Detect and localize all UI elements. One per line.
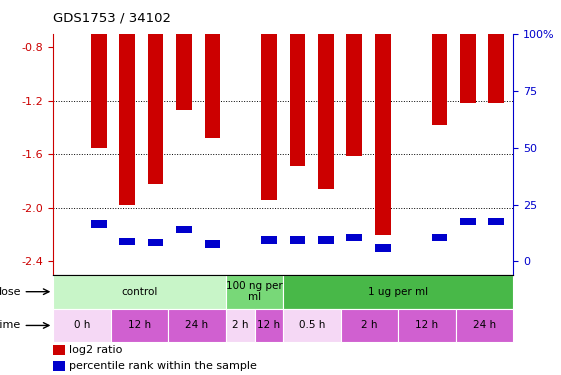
Bar (168, 309, 226, 342)
Text: 2 h: 2 h (361, 321, 378, 330)
Bar (489, 217, 504, 225)
Text: log2 ratio: log2 ratio (70, 345, 123, 355)
Bar (489, 34, 504, 104)
Bar (176, 34, 192, 110)
Bar (341, 309, 398, 342)
Bar (318, 236, 334, 244)
Bar (347, 34, 362, 156)
Bar (261, 34, 277, 200)
Bar (289, 236, 305, 244)
Bar (119, 238, 135, 245)
Bar (53, 309, 111, 342)
Bar (53, 345, 65, 355)
Text: dose: dose (0, 287, 21, 297)
Text: time: time (0, 321, 21, 330)
Text: 2 h: 2 h (232, 321, 249, 330)
Bar (283, 275, 513, 309)
Bar (460, 34, 476, 104)
Text: percentile rank within the sample: percentile rank within the sample (70, 362, 257, 371)
Text: 12 h: 12 h (128, 321, 151, 330)
Bar (255, 309, 283, 342)
Bar (283, 309, 341, 342)
Text: 12 h: 12 h (257, 321, 280, 330)
Bar (148, 34, 163, 184)
Bar (375, 34, 390, 235)
Bar (91, 34, 107, 148)
Text: 24 h: 24 h (473, 321, 496, 330)
Bar (91, 220, 107, 228)
Bar (460, 217, 476, 225)
Bar (289, 34, 305, 166)
Text: 1 ug per ml: 1 ug per ml (368, 287, 429, 297)
Text: control: control (121, 287, 158, 297)
Bar (431, 234, 447, 241)
Bar (205, 240, 220, 248)
Bar (431, 34, 447, 125)
Bar (205, 34, 220, 138)
Bar (119, 34, 135, 205)
Bar (347, 234, 362, 241)
Bar (176, 226, 192, 233)
Bar (53, 361, 65, 371)
Bar (111, 309, 168, 342)
Text: 24 h: 24 h (186, 321, 209, 330)
Text: GDS1753 / 34102: GDS1753 / 34102 (53, 11, 171, 24)
Text: 0 h: 0 h (74, 321, 90, 330)
Text: 0.5 h: 0.5 h (299, 321, 325, 330)
Text: 100 ng per
ml: 100 ng per ml (226, 281, 283, 303)
Bar (456, 309, 513, 342)
Text: 12 h: 12 h (416, 321, 439, 330)
Bar (148, 239, 163, 246)
Bar (375, 244, 390, 252)
Bar (318, 34, 334, 189)
Bar (261, 236, 277, 244)
Bar (226, 309, 255, 342)
Bar (226, 275, 283, 309)
Bar (53, 275, 226, 309)
Bar (398, 309, 456, 342)
